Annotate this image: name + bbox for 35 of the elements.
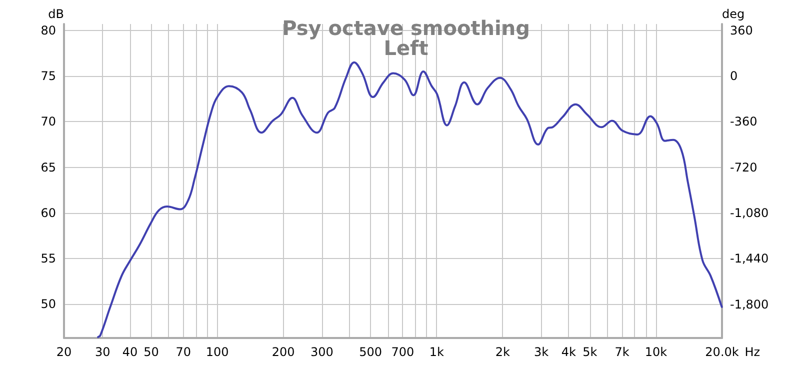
y-tick-label: 55	[40, 252, 56, 266]
y-tick-label: 70	[40, 114, 56, 129]
x-tick-label: 200	[272, 345, 295, 359]
x-tick-label: 100	[206, 345, 229, 359]
y2-tick-label: -360	[730, 114, 758, 129]
x-tick-label: 20.0k	[705, 345, 739, 359]
y-tick-label: 80	[40, 23, 56, 38]
x-tick-label: 700	[391, 345, 414, 359]
x-tick-label: 2k	[495, 345, 510, 359]
y-tick-label: 60	[40, 206, 56, 220]
y-tick-label: 65	[40, 160, 56, 174]
x-tick-label: 7k	[614, 345, 630, 359]
y2-axis-title: deg	[722, 7, 745, 21]
x-tick-label: 50	[144, 345, 159, 359]
x-tick-label: 20	[56, 345, 72, 359]
y-tick-label: 50	[40, 297, 56, 312]
x-tick-label: 70	[176, 345, 191, 359]
x-tick-label: 300	[310, 345, 334, 359]
y2-tick-label: -1,800	[730, 297, 769, 312]
y2-tick-label: 0	[730, 68, 738, 83]
x-axis-title: Hz	[744, 345, 760, 359]
y2-tick-label: -1,440	[730, 252, 769, 266]
x-tick-label: 500	[359, 345, 382, 359]
x-tick-label: 3k	[534, 345, 549, 359]
x-tick-label: 40	[122, 345, 138, 359]
x-tick-label: 5k	[582, 345, 598, 359]
y-tick-label: 75	[40, 69, 56, 84]
x-tick-label: 1k	[429, 345, 444, 359]
y2-tick-label: 360	[730, 23, 753, 38]
y2-tick-label: -1,080	[730, 206, 769, 220]
x-tick-label: 4k	[561, 345, 576, 359]
x-tick-label: 10k	[644, 345, 668, 359]
y-axis-title: dB	[48, 7, 64, 21]
y2-tick-label: -720	[730, 160, 758, 174]
x-tick-label: 30	[94, 345, 110, 359]
